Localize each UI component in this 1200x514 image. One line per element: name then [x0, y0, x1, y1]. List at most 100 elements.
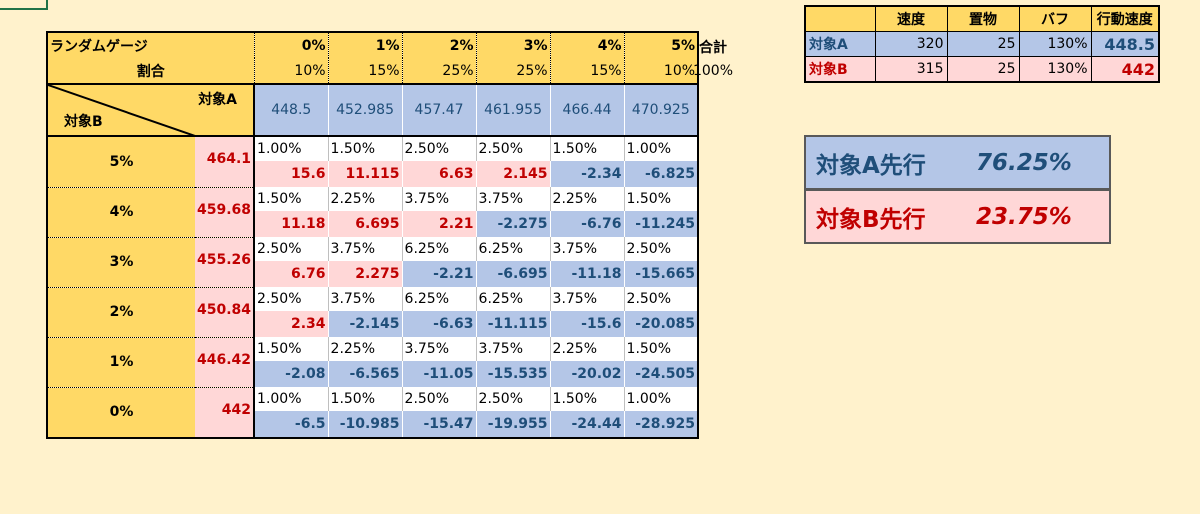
difference-cell[interactable]: -11.18	[549, 261, 625, 287]
probability-cell[interactable]: 1.00%	[253, 136, 329, 161]
b-gauge-label[interactable]: 1%	[47, 337, 195, 388]
speed-b-item[interactable]: 25	[946, 56, 1020, 83]
probability-cell[interactable]: 2.25%	[549, 337, 625, 361]
b-gauge-label[interactable]: 5%	[47, 136, 195, 188]
gauge-col-header[interactable]: 4%	[549, 32, 625, 58]
speed-header-action[interactable]: 行動速度	[1090, 5, 1160, 32]
b-gauge-label[interactable]: 2%	[47, 287, 195, 338]
b-speed-cell[interactable]: 442	[195, 387, 256, 438]
difference-cell[interactable]: -15.665	[623, 261, 699, 287]
probability-cell[interactable]: 3.75%	[327, 287, 403, 311]
difference-cell[interactable]: -6.63	[401, 311, 477, 337]
ratio-cell[interactable]: 25%	[401, 58, 477, 85]
difference-cell[interactable]: -2.145	[327, 311, 403, 337]
speed-header-speed[interactable]: 速度	[874, 5, 948, 32]
gauge-col-header[interactable]: 1%	[327, 32, 403, 58]
difference-cell[interactable]: 2.145	[475, 161, 551, 187]
difference-cell[interactable]: -2.21	[401, 261, 477, 287]
difference-cell[interactable]: -11.245	[623, 211, 699, 237]
gauge-col-header[interactable]: 0%	[253, 32, 329, 58]
probability-cell[interactable]: 6.25%	[401, 287, 477, 311]
speed-a-buff[interactable]: 130%	[1018, 31, 1092, 57]
gauge-col-header[interactable]: 3%	[475, 32, 551, 58]
b-speed-cell[interactable]: 446.42	[195, 337, 256, 388]
probability-cell[interactable]: 1.00%	[623, 136, 699, 161]
diagonal-header-cell[interactable]: 対象A 対象B	[47, 84, 256, 137]
probability-cell[interactable]: 2.50%	[401, 387, 477, 411]
probability-cell[interactable]: 2.50%	[475, 136, 551, 161]
speed-b-buff[interactable]: 130%	[1018, 56, 1092, 83]
probability-cell[interactable]: 3.75%	[327, 237, 403, 261]
difference-cell[interactable]: -6.76	[549, 211, 625, 237]
speed-header-buff[interactable]: バフ	[1018, 5, 1092, 32]
probability-cell[interactable]: 3.75%	[549, 287, 625, 311]
probability-cell[interactable]: 3.75%	[549, 237, 625, 261]
probability-cell[interactable]: 2.50%	[253, 287, 329, 311]
difference-cell[interactable]: -28.925	[623, 411, 699, 438]
ratio-cell[interactable]: 10%	[253, 58, 329, 85]
speed-header-blank[interactable]	[804, 5, 876, 32]
difference-cell[interactable]: -6.5	[253, 411, 329, 438]
difference-cell[interactable]: 6.63	[401, 161, 477, 187]
gauge-col-header[interactable]: 5%	[623, 32, 699, 58]
difference-cell[interactable]: -2.08	[253, 361, 329, 387]
b-speed-cell[interactable]: 464.1	[195, 136, 256, 188]
difference-cell[interactable]: 11.115	[327, 161, 403, 187]
a-speed-cell[interactable]: 466.44	[549, 84, 625, 137]
probability-cell[interactable]: 1.50%	[253, 187, 329, 211]
difference-cell[interactable]: 2.275	[327, 261, 403, 287]
matrix-title[interactable]: ランダムゲージ	[47, 32, 255, 58]
probability-cell[interactable]: 1.00%	[253, 387, 329, 411]
probability-cell[interactable]: 6.25%	[475, 287, 551, 311]
probability-cell[interactable]: 2.25%	[327, 337, 403, 361]
speed-b-speed[interactable]: 315	[874, 56, 948, 83]
probability-cell[interactable]: 1.50%	[253, 337, 329, 361]
probability-cell[interactable]: 3.75%	[401, 337, 477, 361]
probability-cell[interactable]: 2.50%	[623, 237, 699, 261]
b-gauge-label[interactable]: 3%	[47, 237, 195, 288]
ratio-cell[interactable]: 15%	[327, 58, 403, 85]
difference-cell[interactable]: -24.505	[623, 361, 699, 387]
difference-cell[interactable]: -2.275	[475, 211, 551, 237]
speed-header-item[interactable]: 置物	[946, 5, 1020, 32]
difference-cell[interactable]: 6.695	[327, 211, 403, 237]
a-speed-cell[interactable]: 452.985	[327, 84, 403, 137]
b-speed-cell[interactable]: 450.84	[195, 287, 256, 338]
difference-cell[interactable]: -20.02	[549, 361, 625, 387]
a-speed-cell[interactable]: 470.925	[623, 84, 699, 137]
probability-cell[interactable]: 1.50%	[549, 387, 625, 411]
ratio-cell[interactable]: 15%	[549, 58, 625, 85]
probability-cell[interactable]: 1.00%	[623, 387, 699, 411]
probability-cell[interactable]: 1.50%	[549, 136, 625, 161]
b-speed-cell[interactable]: 455.26	[195, 237, 256, 288]
difference-cell[interactable]: -15.535	[475, 361, 551, 387]
speed-b-name[interactable]: 対象B	[804, 56, 876, 83]
gauge-col-header[interactable]: 2%	[401, 32, 477, 58]
probability-cell[interactable]: 1.50%	[327, 387, 403, 411]
probability-cell[interactable]: 6.25%	[401, 237, 477, 261]
probability-cell[interactable]: 2.25%	[549, 187, 625, 211]
probability-cell[interactable]: 2.50%	[401, 136, 477, 161]
ratio-label[interactable]: 割合	[47, 58, 255, 85]
difference-cell[interactable]: -6.565	[327, 361, 403, 387]
difference-cell[interactable]: 2.34	[253, 311, 329, 337]
difference-cell[interactable]: -6.695	[475, 261, 551, 287]
probability-cell[interactable]: 2.50%	[623, 287, 699, 311]
probability-cell[interactable]: 3.75%	[401, 187, 477, 211]
difference-cell[interactable]: -11.05	[401, 361, 477, 387]
probability-cell[interactable]: 1.50%	[327, 136, 403, 161]
probability-cell[interactable]: 1.50%	[623, 187, 699, 211]
speed-a-action[interactable]: 448.5	[1090, 31, 1160, 57]
difference-cell[interactable]: -19.955	[475, 411, 551, 438]
difference-cell[interactable]: -10.985	[327, 411, 403, 438]
result-a-first[interactable]: 対象A先行 76.25%	[804, 135, 1111, 190]
probability-cell[interactable]: 3.75%	[475, 337, 551, 361]
difference-cell[interactable]: -15.6	[549, 311, 625, 337]
difference-cell[interactable]: -11.115	[475, 311, 551, 337]
difference-cell[interactable]: -6.825	[623, 161, 699, 187]
difference-cell[interactable]: 15.6	[253, 161, 329, 187]
a-speed-cell[interactable]: 457.47	[401, 84, 477, 137]
a-speed-cell[interactable]: 448.5	[253, 84, 329, 137]
result-b-first[interactable]: 対象B先行 23.75%	[804, 189, 1111, 244]
difference-cell[interactable]: 2.21	[401, 211, 477, 237]
